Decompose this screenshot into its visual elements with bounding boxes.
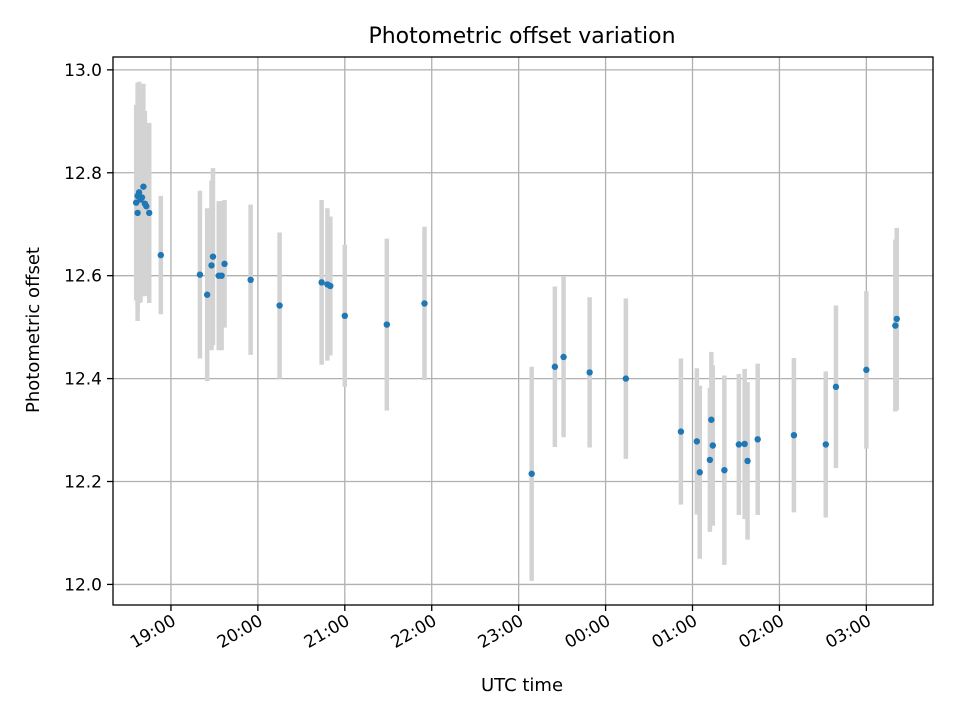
data-point bbox=[247, 276, 254, 284]
data-point bbox=[560, 353, 567, 361]
data-point bbox=[209, 253, 217, 260]
data-point bbox=[677, 428, 685, 435]
chart-title: Photometric offset variation bbox=[368, 24, 675, 49]
data-point bbox=[218, 272, 225, 279]
y-tick-label: 13.0 bbox=[64, 61, 102, 81]
y-tick-label: 12.0 bbox=[64, 575, 102, 595]
data-point bbox=[318, 279, 325, 286]
data-point bbox=[721, 466, 728, 474]
grid bbox=[113, 57, 933, 605]
data-point bbox=[551, 363, 559, 370]
data-point bbox=[863, 366, 870, 374]
data-point bbox=[708, 416, 715, 423]
data-point bbox=[622, 375, 630, 382]
data-point bbox=[383, 321, 391, 328]
data-point bbox=[140, 183, 147, 190]
data-point bbox=[341, 312, 349, 320]
data-point bbox=[832, 383, 840, 391]
data-point bbox=[327, 282, 334, 290]
data-point bbox=[709, 442, 716, 449]
data-point bbox=[196, 271, 204, 278]
data-point bbox=[276, 302, 283, 309]
data-point bbox=[221, 260, 228, 268]
data-point bbox=[143, 203, 150, 210]
y-tick-label: 12.2 bbox=[64, 473, 102, 493]
x-axis-label: UTC time bbox=[481, 675, 563, 696]
y-tick-label: 12.8 bbox=[64, 164, 102, 184]
data-point bbox=[208, 262, 215, 269]
data-point bbox=[735, 441, 743, 448]
data-point bbox=[790, 431, 798, 439]
y-tick-label: 12.6 bbox=[64, 267, 102, 287]
data-point bbox=[138, 194, 146, 201]
plot-frame bbox=[112, 56, 934, 606]
data-point bbox=[706, 456, 714, 464]
data-point bbox=[157, 251, 165, 259]
data-point bbox=[693, 438, 701, 445]
data-point bbox=[893, 315, 900, 323]
data-point bbox=[744, 457, 751, 465]
y-tick-label: 12.4 bbox=[64, 370, 102, 390]
data-point bbox=[741, 440, 748, 448]
data-point bbox=[203, 291, 211, 298]
data-point bbox=[892, 322, 899, 329]
y-axis-label: Photometric offset bbox=[23, 247, 44, 413]
data-point bbox=[146, 209, 153, 217]
data-point bbox=[696, 469, 703, 476]
data-point bbox=[134, 209, 141, 217]
data-point bbox=[135, 189, 143, 196]
data-point bbox=[754, 436, 761, 443]
data-point bbox=[421, 300, 428, 307]
data-points bbox=[132, 183, 900, 477]
data-point bbox=[586, 369, 593, 376]
data-point bbox=[822, 441, 829, 448]
data-point bbox=[528, 470, 535, 477]
